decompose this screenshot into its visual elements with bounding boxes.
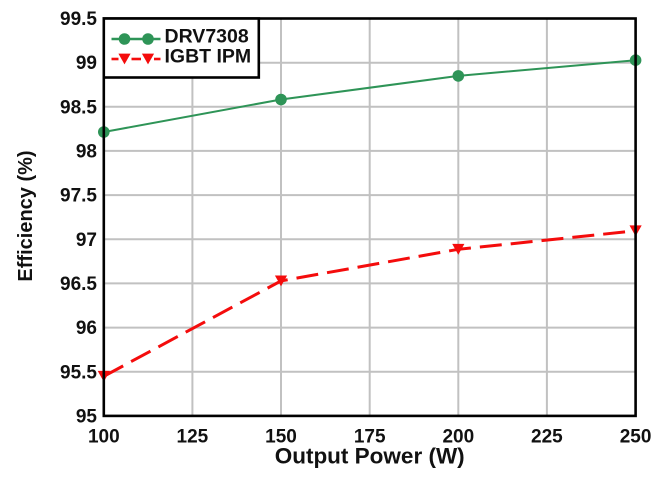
svg-text:175: 175 bbox=[354, 426, 386, 447]
svg-text:250: 250 bbox=[620, 426, 652, 447]
svg-text:DRV7308: DRV7308 bbox=[165, 26, 249, 48]
svg-text:Output Power (W): Output Power (W) bbox=[275, 443, 465, 468]
svg-text:97.5: 97.5 bbox=[60, 186, 97, 207]
svg-text:Efficiency (%): Efficiency (%) bbox=[15, 150, 37, 281]
svg-text:100: 100 bbox=[88, 426, 120, 447]
svg-text:99: 99 bbox=[76, 53, 97, 74]
svg-text:96: 96 bbox=[76, 318, 97, 339]
svg-text:97: 97 bbox=[76, 230, 97, 251]
svg-text:200: 200 bbox=[442, 426, 474, 447]
svg-text:125: 125 bbox=[177, 426, 209, 447]
svg-text:99.5: 99.5 bbox=[60, 9, 97, 30]
svg-text:225: 225 bbox=[531, 426, 563, 447]
svg-text:98: 98 bbox=[76, 142, 97, 163]
svg-text:150: 150 bbox=[265, 426, 297, 447]
svg-text:IGBT IPM: IGBT IPM bbox=[165, 46, 252, 68]
svg-text:98.5: 98.5 bbox=[60, 97, 97, 118]
svg-text:95: 95 bbox=[76, 406, 98, 427]
svg-text:95.5: 95.5 bbox=[60, 362, 97, 383]
svg-text:96.5: 96.5 bbox=[60, 274, 97, 295]
